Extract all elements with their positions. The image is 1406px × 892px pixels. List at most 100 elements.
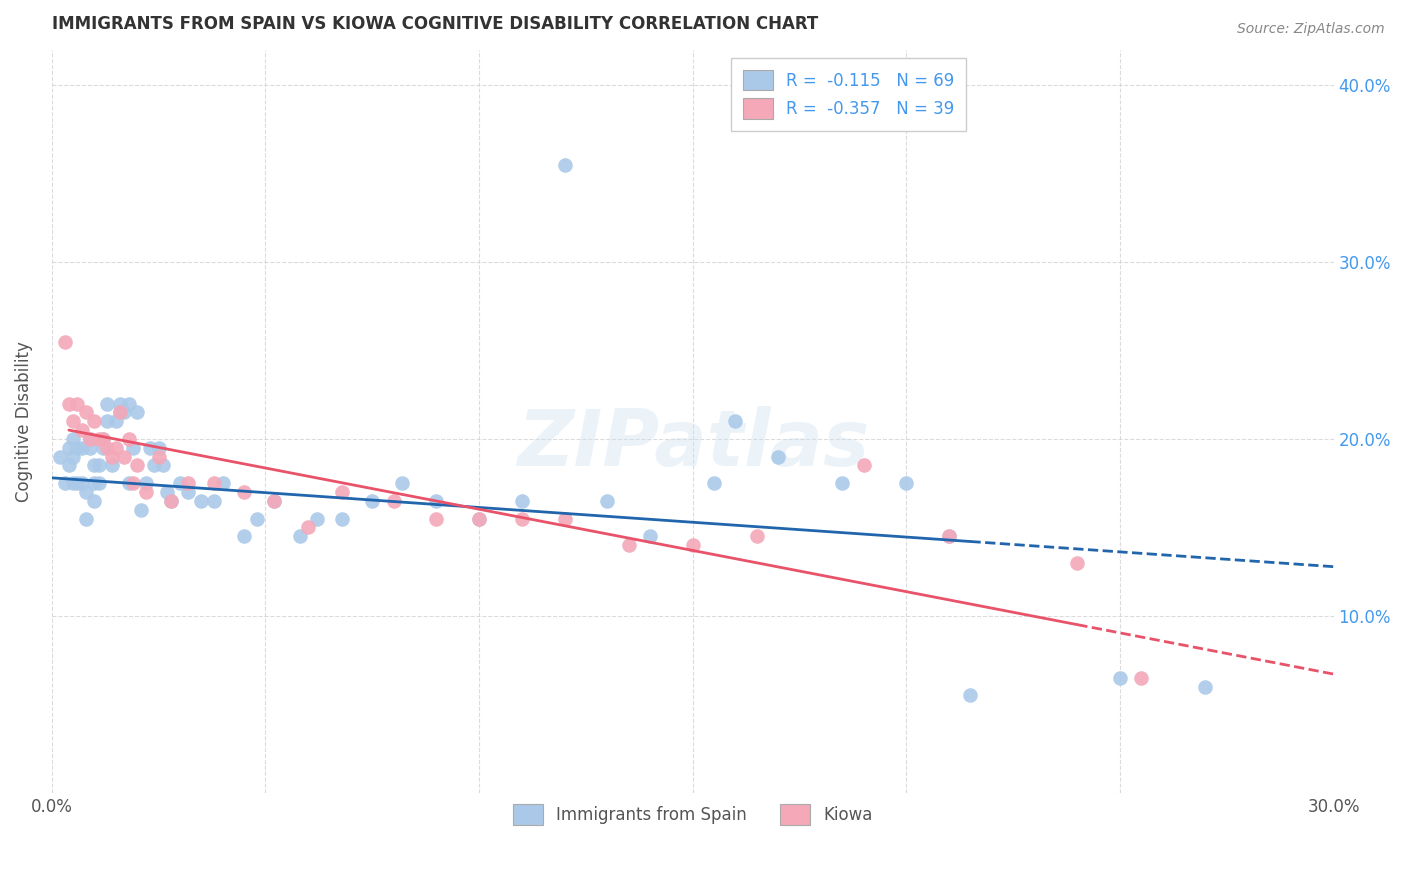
- Point: [177, 485, 200, 500]
- Y-axis label: Cognitive Disability: Cognitive Disability: [15, 341, 32, 501]
- Point: [100, 458, 122, 473]
- Point: [91, 432, 114, 446]
- Point: [330, 485, 353, 500]
- Point: [766, 450, 789, 464]
- Point: [156, 485, 179, 500]
- Point: [58, 441, 80, 455]
- Point: [112, 450, 135, 464]
- Point: [510, 493, 533, 508]
- Point: [938, 529, 960, 543]
- Text: Source: ZipAtlas.com: Source: ZipAtlas.com: [1237, 22, 1385, 37]
- Point: [202, 476, 225, 491]
- Point: [1130, 671, 1153, 685]
- Point: [62, 432, 84, 446]
- Point: [96, 414, 118, 428]
- Point: [1194, 680, 1216, 694]
- Point: [152, 458, 174, 473]
- Point: [330, 511, 353, 525]
- Point: [553, 511, 575, 525]
- Point: [135, 476, 157, 491]
- Point: [118, 476, 141, 491]
- Text: ZIPatlas: ZIPatlas: [516, 406, 869, 482]
- Point: [703, 476, 725, 491]
- Point: [391, 476, 413, 491]
- Point: [62, 476, 84, 491]
- Point: [108, 405, 131, 419]
- Point: [53, 334, 76, 349]
- Point: [87, 432, 110, 446]
- Point: [122, 476, 145, 491]
- Point: [724, 414, 747, 428]
- Point: [233, 485, 256, 500]
- Point: [382, 493, 405, 508]
- Point: [122, 441, 145, 455]
- Point: [896, 476, 918, 491]
- Point: [75, 485, 97, 500]
- Point: [617, 538, 640, 552]
- Point: [91, 432, 114, 446]
- Point: [553, 158, 575, 172]
- Point: [852, 458, 875, 473]
- Point: [112, 405, 135, 419]
- Point: [190, 493, 212, 508]
- Point: [305, 511, 328, 525]
- Point: [70, 476, 93, 491]
- Point: [938, 529, 960, 543]
- Point: [468, 511, 491, 525]
- Point: [127, 405, 149, 419]
- Point: [297, 520, 319, 534]
- Point: [468, 511, 491, 525]
- Point: [53, 476, 76, 491]
- Point: [83, 493, 105, 508]
- Point: [83, 458, 105, 473]
- Point: [135, 485, 157, 500]
- Point: [160, 493, 183, 508]
- Point: [745, 529, 768, 543]
- Point: [91, 441, 114, 455]
- Point: [233, 529, 256, 543]
- Point: [361, 493, 384, 508]
- Point: [1109, 671, 1132, 685]
- Point: [211, 476, 233, 491]
- Point: [70, 441, 93, 455]
- Point: [79, 432, 101, 446]
- Point: [83, 414, 105, 428]
- Point: [1066, 556, 1088, 570]
- Point: [118, 432, 141, 446]
- Point: [108, 405, 131, 419]
- Point: [96, 441, 118, 455]
- Point: [83, 476, 105, 491]
- Point: [425, 493, 447, 508]
- Point: [87, 458, 110, 473]
- Point: [75, 405, 97, 419]
- Point: [596, 493, 619, 508]
- Point: [104, 441, 127, 455]
- Point: [425, 511, 447, 525]
- Point: [127, 458, 149, 473]
- Point: [79, 441, 101, 455]
- Point: [160, 493, 183, 508]
- Point: [58, 458, 80, 473]
- Point: [66, 441, 89, 455]
- Point: [177, 476, 200, 491]
- Point: [831, 476, 853, 491]
- Point: [108, 396, 131, 410]
- Point: [288, 529, 311, 543]
- Point: [62, 450, 84, 464]
- Point: [131, 502, 153, 516]
- Point: [169, 476, 191, 491]
- Point: [58, 396, 80, 410]
- Legend: Immigrants from Spain, Kiowa: Immigrants from Spain, Kiowa: [501, 793, 884, 837]
- Point: [682, 538, 704, 552]
- Point: [70, 423, 93, 437]
- Point: [638, 529, 661, 543]
- Point: [202, 493, 225, 508]
- Point: [66, 476, 89, 491]
- Point: [148, 441, 170, 455]
- Point: [100, 450, 122, 464]
- Point: [959, 689, 981, 703]
- Point: [510, 511, 533, 525]
- Point: [139, 441, 162, 455]
- Point: [118, 396, 141, 410]
- Text: IMMIGRANTS FROM SPAIN VS KIOWA COGNITIVE DISABILITY CORRELATION CHART: IMMIGRANTS FROM SPAIN VS KIOWA COGNITIVE…: [52, 15, 818, 33]
